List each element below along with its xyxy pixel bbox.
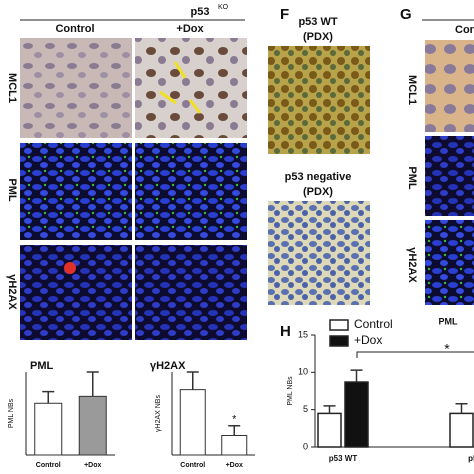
bar [449,412,474,448]
micrograph [135,143,247,240]
panel-label: G [400,6,412,23]
image-subtitle: (PDX) [303,186,333,198]
micrograph [425,136,474,216]
micrograph [268,46,370,154]
bar [221,434,248,456]
panel-label: F [280,6,289,23]
micrograph [20,143,132,240]
row-label: γH2AX [6,274,18,310]
significance: * [232,414,237,426]
y-tick-label: 15 [298,329,308,339]
panel-heading: p53 [191,6,210,18]
x-tick-label: +Dox [84,462,101,469]
micrograph [425,40,474,132]
column-label: Control [55,23,94,35]
column-label: Contr [455,24,474,36]
error-bar [228,424,241,436]
x-tick-label: +Dox [226,462,243,469]
x-tick-label: p53 [468,454,474,463]
chart-title: γH2AX [150,360,186,372]
micrograph [20,245,132,340]
error-bar [350,369,363,383]
bar [317,412,342,448]
row-label: γH2AX [406,247,418,283]
micrograph [20,38,132,138]
y-axis-label: γH2AX NBs [155,395,162,432]
legend-swatch [329,335,349,347]
micrograph [135,245,247,340]
panel-label: H [280,323,291,340]
y-tick-label: 5 [303,404,308,414]
y-axis-label: PML NBs [8,398,15,428]
x-tick-label: Control [180,462,205,469]
y-tick-label: 0 [303,441,308,451]
error-bar [186,371,199,390]
row-label: MCL1 [406,75,418,105]
image-title: p53 negative [285,171,352,183]
legend-label: Control [354,317,393,331]
bar [34,402,63,456]
panel-heading-sup: KO [218,4,229,11]
row-label: PML [406,166,418,190]
x-tick-label: p53 WT [329,454,358,463]
row-label: PML [6,178,18,202]
row-label: MCL1 [6,73,18,103]
footer-label: PML [439,316,459,326]
signal [64,262,76,274]
error-bar [86,371,99,397]
significance: * [444,341,450,357]
error-bar [323,405,336,414]
micrograph [135,38,247,138]
legend-swatch [329,319,349,331]
arrows [159,61,202,114]
bar [78,395,107,456]
bar [344,381,369,448]
micrograph [425,220,474,305]
y-tick-label: 10 [298,367,308,377]
error-bar [455,402,468,414]
chart-title: PML [30,360,54,372]
significance-bracket [356,351,474,358]
error-bar [42,390,55,404]
y-axis-label: PML NBs [287,376,294,406]
bar [179,389,206,456]
x-tick-label: Control [36,462,61,469]
legend-label: +Dox [354,333,382,347]
image-title: p53 WT [298,16,337,28]
micrograph [268,201,370,305]
image-subtitle: (PDX) [303,31,333,43]
column-label: +Dox [176,23,204,35]
